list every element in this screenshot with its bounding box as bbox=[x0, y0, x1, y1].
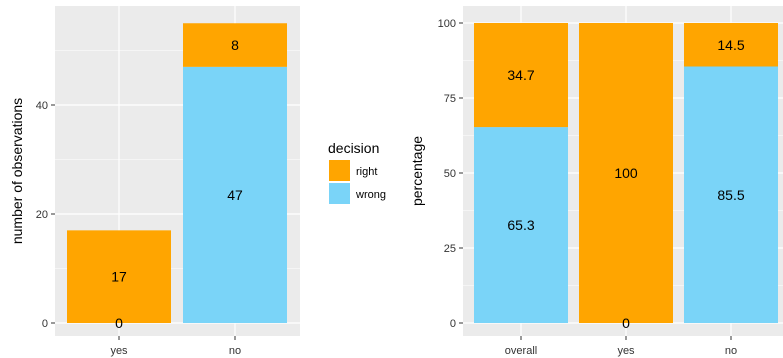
y-tick-label: 40 bbox=[36, 100, 48, 112]
left-y-ticks: 0 20 40 bbox=[36, 100, 55, 330]
right-y-axis-label: percentage bbox=[409, 136, 425, 206]
y-tick-label: 0 bbox=[42, 318, 48, 330]
data-label-wrong-no: 47 bbox=[227, 187, 243, 203]
x-tick-label-no: no bbox=[229, 345, 241, 357]
left-y-axis-label: number of observations bbox=[9, 98, 25, 244]
y-tick-label: 0 bbox=[450, 318, 456, 330]
legend-label-wrong: wrong bbox=[355, 189, 386, 201]
bar-right-yes bbox=[579, 23, 673, 323]
x-tick-label-yes: yes bbox=[617, 345, 635, 357]
data-label-right-yes: 17 bbox=[111, 269, 127, 285]
left-bars bbox=[67, 23, 287, 323]
y-tick-label: 50 bbox=[444, 168, 456, 180]
bar-wrong-no bbox=[684, 66, 778, 323]
right-y-ticks: 0 25 50 75 100 bbox=[438, 18, 463, 330]
data-label-right-yes: 100 bbox=[614, 165, 638, 181]
bar-right-no bbox=[684, 23, 778, 67]
left-x-ticks: yes no bbox=[110, 336, 241, 357]
legend-key-wrong bbox=[329, 183, 350, 204]
x-tick-label-no: no bbox=[725, 345, 737, 357]
bar-right-yes bbox=[67, 230, 171, 323]
data-label-right-no: 14.5 bbox=[717, 37, 744, 53]
bar-right-no bbox=[183, 23, 287, 67]
bar-wrong-overall bbox=[474, 127, 568, 323]
bar-wrong-no bbox=[183, 66, 287, 323]
x-tick-label-overall: overall bbox=[505, 345, 537, 357]
data-label-wrong-yes: 0 bbox=[622, 315, 630, 331]
right-x-ticks: overall yes no bbox=[505, 336, 737, 357]
data-label-right-no: 8 bbox=[231, 37, 239, 53]
bar-right-overall bbox=[474, 23, 568, 128]
legend-title: decision bbox=[328, 140, 379, 156]
data-label-wrong-yes: 0 bbox=[115, 315, 123, 331]
data-label-right-overall: 34.7 bbox=[507, 67, 534, 83]
legend: decision right wrong bbox=[328, 140, 386, 204]
x-tick-label-yes: yes bbox=[110, 345, 128, 357]
y-tick-label: 100 bbox=[438, 18, 456, 30]
legend-key-right bbox=[329, 160, 350, 181]
data-label-wrong-overall: 65.3 bbox=[507, 217, 534, 233]
right-bars bbox=[474, 23, 778, 323]
data-label-wrong-no: 85.5 bbox=[717, 187, 744, 203]
right-data-labels: 65.3 34.7 0 100 85.5 14.5 bbox=[507, 37, 744, 331]
y-tick-label: 75 bbox=[444, 93, 456, 105]
y-tick-label: 25 bbox=[444, 243, 456, 255]
legend-label-right: right bbox=[356, 166, 377, 178]
y-tick-label: 20 bbox=[36, 209, 48, 221]
left-data-labels: 0 17 47 8 bbox=[111, 37, 243, 331]
left-chart: 0 17 47 8 0 20 40 yes no number of observation… bbox=[9, 6, 300, 357]
right-chart: 65.3 34.7 0 100 85.5 14.5 0 25 50 75 100 overall y… bbox=[409, 6, 783, 357]
